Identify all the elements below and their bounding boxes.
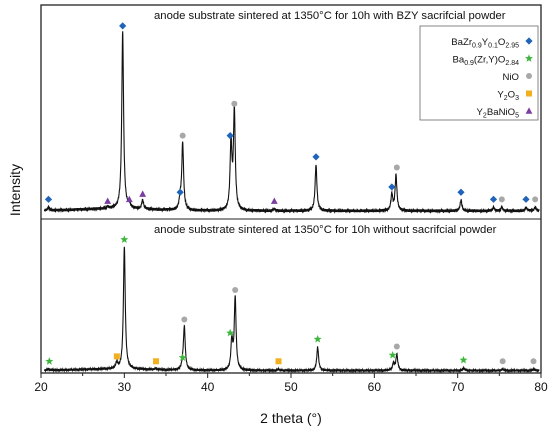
peak-marker bbox=[393, 343, 400, 350]
series-title-top: anode substrate sintered at 1350°C for 1… bbox=[154, 10, 506, 22]
y-axis-label: Intensity bbox=[7, 164, 23, 216]
legend-marker bbox=[526, 73, 532, 79]
peak-marker bbox=[179, 132, 186, 139]
legend-marker bbox=[525, 37, 533, 45]
diffraction-trace bbox=[43, 31, 540, 214]
peak-marker bbox=[232, 286, 239, 293]
x-axis-ticks: 20 30 40 50 60 70 80 bbox=[34, 373, 548, 394]
peak-marker bbox=[45, 357, 54, 365]
peak-marker bbox=[313, 334, 322, 343]
x-tick-label: 80 bbox=[534, 380, 548, 394]
legend-items: BaZr0.9Y0.1O2.95 Ba0.9(Zr,Y)O2.84 NiO Y2O3 Y… bbox=[451, 37, 533, 120]
x-axis-label: 2 theta (°) bbox=[260, 410, 322, 426]
legend-marker bbox=[525, 107, 533, 114]
peak-marker bbox=[119, 22, 127, 30]
peak-marker bbox=[44, 195, 53, 203]
diffraction-traces bbox=[43, 31, 540, 374]
diffraction-trace bbox=[43, 246, 540, 374]
phase-markers bbox=[44, 22, 539, 365]
peak-marker bbox=[120, 235, 129, 243]
legend-label: NiO bbox=[502, 72, 519, 83]
peak-marker bbox=[275, 358, 282, 365]
peak-marker bbox=[499, 358, 506, 365]
peak-marker bbox=[125, 195, 133, 203]
peak-marker bbox=[459, 355, 468, 364]
peak-marker bbox=[104, 197, 112, 204]
peak-marker bbox=[176, 188, 184, 196]
peak-marker bbox=[532, 196, 539, 203]
legend-label: Ba0.9(Zr,Y)O2.84 bbox=[452, 55, 519, 68]
legend-label: Y2O3 bbox=[497, 90, 519, 103]
series-title-bottom: anode substrate sintered at 1350°C for 1… bbox=[154, 224, 497, 236]
peak-marker bbox=[393, 164, 400, 171]
peak-marker bbox=[312, 153, 320, 161]
peak-marker bbox=[178, 353, 187, 361]
legend-marker bbox=[525, 54, 533, 62]
peak-marker bbox=[270, 197, 278, 204]
x-tick-label: 30 bbox=[118, 380, 132, 394]
peak-marker bbox=[388, 183, 396, 191]
peak-marker bbox=[388, 350, 397, 359]
peak-marker bbox=[231, 100, 238, 107]
x-tick-label: 20 bbox=[34, 380, 48, 394]
legend-marker bbox=[526, 90, 532, 97]
legend-label: BaZr0.9Y0.1O2.95 bbox=[451, 37, 519, 50]
legend: BaZr0.9Y0.1O2.95 Ba0.9(Zr,Y)O2.84 NiO Y2O3 Y… bbox=[419, 25, 539, 121]
legend-label: Y2BaNiO5 bbox=[477, 107, 520, 120]
x-tick-label: 70 bbox=[451, 380, 465, 394]
peak-marker bbox=[522, 195, 530, 203]
peak-marker bbox=[113, 353, 120, 360]
x-tick-label: 40 bbox=[201, 380, 215, 394]
peak-marker bbox=[530, 358, 537, 365]
peak-marker bbox=[139, 190, 147, 197]
peak-marker bbox=[153, 358, 159, 365]
legend-box bbox=[419, 25, 539, 121]
peak-marker bbox=[226, 328, 235, 337]
x-tick-label: 60 bbox=[368, 380, 382, 394]
x-tick-label: 50 bbox=[284, 380, 298, 394]
peak-marker bbox=[457, 188, 465, 196]
peak-marker bbox=[498, 196, 505, 203]
peak-marker bbox=[489, 195, 498, 203]
peak-marker bbox=[226, 132, 234, 140]
peak-marker bbox=[181, 316, 188, 323]
